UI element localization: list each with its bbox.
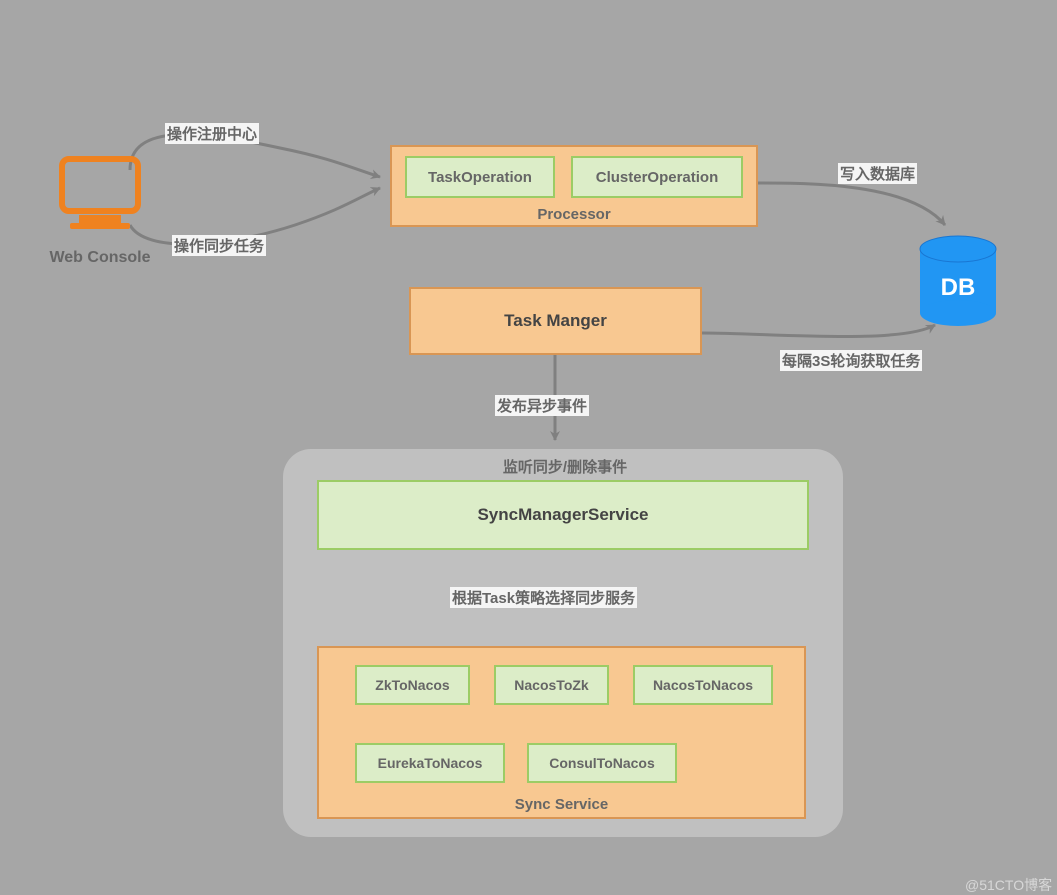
- console-to-processor-bot-label: 操作同步任务: [172, 235, 266, 256]
- eureka-to-nacos-label: EurekaToNacos: [378, 755, 483, 771]
- sync-manager-label: SyncManagerService: [477, 505, 648, 525]
- taskmgr-to-db: [702, 325, 935, 337]
- task-operation-label: TaskOperation: [428, 169, 532, 186]
- processor-to-db-label: 写入数据库: [838, 163, 917, 184]
- watermark: @51CTO博客: [965, 875, 1052, 895]
- consul-to-nacos-box: ConsulToNacos: [527, 743, 677, 783]
- db-icon: DB: [918, 235, 998, 327]
- sync-panel-caption: 监听同步/删除事件: [470, 456, 660, 477]
- processor-to-db: [758, 183, 945, 225]
- nacos-to-zk-box: NacosToZk: [494, 665, 609, 705]
- task-manager-box: Task Manger: [409, 287, 702, 355]
- web-console-label: Web Console: [30, 249, 170, 267]
- task-operation-box: TaskOperation: [405, 156, 555, 198]
- cluster-operation-box: ClusterOperation: [571, 156, 743, 198]
- nacos-to-zk-label: NacosToZk: [514, 677, 588, 693]
- zk-to-nacos-box: ZkToNacos: [355, 665, 470, 705]
- nacos-to-nacos-label: NacosToNacos: [653, 677, 753, 693]
- taskmgr-to-syncmgr-label: 发布异步事件: [495, 395, 589, 416]
- diagram-canvas: Web Console Processor TaskOperation Clus…: [0, 0, 1057, 895]
- web-console-icon: [55, 155, 145, 230]
- nacos-to-nacos-box: NacosToNacos: [633, 665, 773, 705]
- consul-to-nacos-label: ConsulToNacos: [549, 755, 655, 771]
- taskmgr-to-db-label: 每隔3S轮询获取任务: [780, 350, 922, 371]
- cluster-operation-label: ClusterOperation: [596, 169, 719, 186]
- eureka-to-nacos-box: EurekaToNacos: [355, 743, 505, 783]
- sync-manager-box: SyncManagerService: [317, 480, 809, 550]
- processor-label: Processor: [537, 206, 610, 223]
- task-manager-label: Task Manger: [504, 311, 607, 331]
- zk-to-nacos-label: ZkToNacos: [375, 677, 449, 693]
- console-to-processor-top-label: 操作注册中心: [165, 123, 259, 144]
- sync-service-label: Sync Service: [515, 796, 608, 813]
- svg-text:DB: DB: [941, 274, 976, 301]
- syncmgr-to-syncsvc-label: 根据Task策略选择同步服务: [450, 587, 637, 608]
